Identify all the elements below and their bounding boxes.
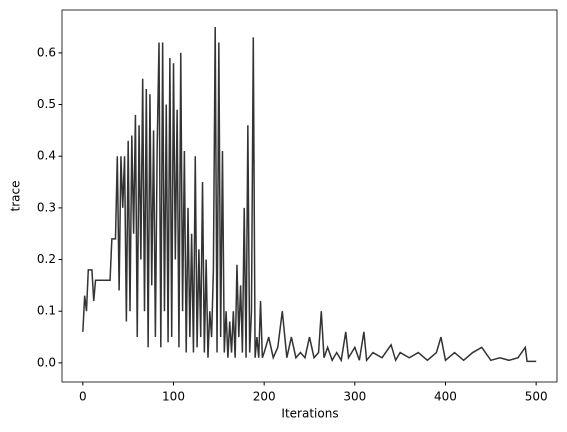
x-tick-label: 100 [162, 390, 185, 404]
x-tick-label: 200 [253, 390, 276, 404]
y-tick-label: 0.2 [37, 252, 56, 266]
x-axis-label: Iterations [281, 407, 338, 421]
y-tick-label: 0.3 [37, 200, 56, 214]
y-tick-label: 0.5 [37, 97, 56, 111]
x-tick-label: 0 [79, 390, 87, 404]
y-tick-label: 0.4 [37, 149, 56, 163]
y-tick-label: 0.1 [37, 304, 56, 318]
x-tick-label: 300 [343, 390, 366, 404]
line [82, 27, 537, 363]
x-tick-label: 500 [525, 390, 548, 404]
x-tick-label: 400 [434, 390, 457, 404]
y-axis-label: trace [9, 181, 23, 212]
y-tick-label: 0.0 [37, 355, 56, 369]
plot-frame [61, 9, 558, 383]
y-tick-label: 0.6 [37, 45, 56, 59]
